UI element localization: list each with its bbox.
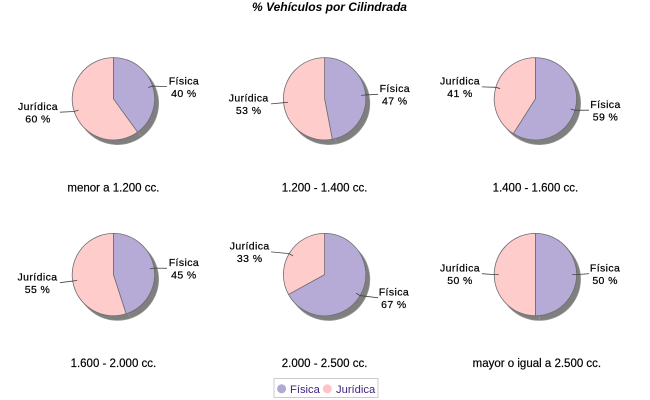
svg-text:55 %: 55 % <box>25 284 51 296</box>
svg-text:Jurídica: Jurídica <box>336 384 376 396</box>
svg-text:Física: Física <box>590 262 620 274</box>
svg-text:Jurídica: Jurídica <box>440 76 480 88</box>
svg-text:2.000 - 2.500 cc.: 2.000 - 2.500 cc. <box>282 358 368 370</box>
svg-text:59 %: 59 % <box>593 112 619 124</box>
svg-text:% Vehículos por Cilindrada: % Vehículos por Cilindrada <box>252 0 407 14</box>
svg-text:Jurídica: Jurídica <box>18 271 58 283</box>
svg-text:Física: Física <box>380 83 410 95</box>
svg-text:47 %: 47 % <box>382 96 408 108</box>
svg-text:41 %: 41 % <box>447 88 473 100</box>
svg-text:1.600 - 2.000 cc.: 1.600 - 2.000 cc. <box>71 358 157 370</box>
svg-text:60 %: 60 % <box>25 114 51 126</box>
svg-text:Jurídica: Jurídica <box>230 241 270 253</box>
svg-text:45 %: 45 % <box>171 270 197 282</box>
svg-text:Física: Física <box>379 287 409 299</box>
svg-text:mayor o igual a 2.500 cc.: mayor o igual a 2.500 cc. <box>473 358 602 370</box>
svg-text:50 %: 50 % <box>447 275 473 287</box>
svg-text:Física: Física <box>290 384 321 396</box>
svg-text:Jurídica: Jurídica <box>440 262 480 274</box>
svg-text:40 %: 40 % <box>171 88 197 100</box>
svg-text:50 %: 50 % <box>592 275 618 287</box>
svg-text:menor a 1.200 cc.: menor a 1.200 cc. <box>67 183 159 195</box>
svg-text:33 %: 33 % <box>237 253 263 265</box>
svg-text:Física: Física <box>169 75 199 87</box>
svg-text:53 %: 53 % <box>236 105 262 117</box>
svg-text:67 %: 67 % <box>381 299 407 311</box>
svg-text:Jurídica: Jurídica <box>18 101 58 113</box>
svg-text:Física: Física <box>590 99 620 111</box>
svg-text:1.400 - 1.600 cc.: 1.400 - 1.600 cc. <box>493 183 579 195</box>
svg-text:Jurídica: Jurídica <box>229 93 269 105</box>
svg-text:Física: Física <box>169 257 199 269</box>
svg-text:1.200 - 1.400 cc.: 1.200 - 1.400 cc. <box>282 183 368 195</box>
